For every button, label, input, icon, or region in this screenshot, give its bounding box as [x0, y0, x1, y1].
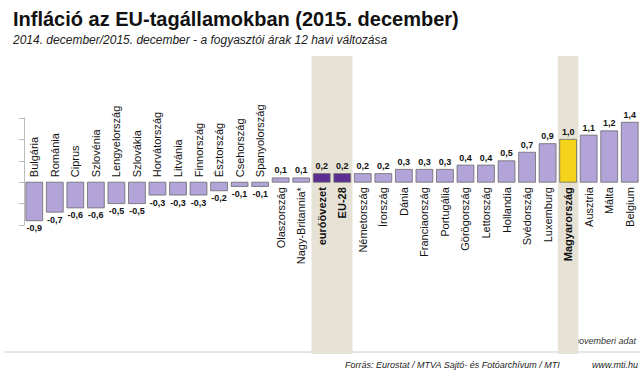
svg-text:1,2: 1,2	[603, 118, 616, 128]
svg-text:*novemberi adat: *novemberi adat	[570, 336, 636, 346]
svg-text:0,4: 0,4	[459, 153, 472, 163]
svg-text:-0,5: -0,5	[109, 206, 125, 216]
svg-text:Lengyelország: Lengyelország	[110, 106, 122, 178]
svg-text:-0,3: -0,3	[150, 198, 166, 208]
svg-text:-0,5: -0,5	[129, 206, 145, 216]
svg-text:-0,7: -0,7	[47, 215, 63, 225]
svg-text:0,9: 0,9	[541, 131, 554, 141]
svg-text:Infláció az EU-tagállamokban (: Infláció az EU-tagállamokban (2015. dece…	[13, 8, 459, 30]
svg-text:1,0: 1,0	[562, 127, 575, 137]
svg-text:0,7: 0,7	[521, 140, 534, 150]
svg-text:0,2: 0,2	[336, 161, 349, 171]
svg-text:Románia: Románia	[49, 132, 61, 177]
svg-text:Forrás: Eurostat / MTVA Sajtó-: Forrás: Eurostat / MTVA Sajtó- és Fotóar…	[345, 360, 560, 370]
svg-text:0,5: 0,5	[500, 148, 513, 158]
svg-text:0,2: 0,2	[377, 161, 390, 171]
svg-text:Málta: Málta	[603, 186, 615, 214]
svg-text:Nagy-Britannia*: Nagy-Britannia*	[295, 186, 307, 264]
svg-text:euróövezet: euróövezet	[316, 187, 328, 245]
svg-text:Írország: Írország	[377, 187, 389, 227]
svg-text:-0,1: -0,1	[232, 189, 248, 199]
svg-text:Finnország: Finnország	[193, 123, 205, 177]
svg-text:0,1: 0,1	[295, 165, 308, 175]
svg-text:-0,3: -0,3	[191, 198, 207, 208]
svg-text:Szlovákia: Szlovákia	[131, 129, 143, 177]
svg-text:Horvátország: Horvátország	[151, 112, 163, 177]
svg-text:0,1: 0,1	[274, 165, 287, 175]
svg-text:Bulgária: Bulgária	[28, 136, 40, 177]
svg-text:Csehország: Csehország	[234, 118, 246, 177]
svg-text:Németország: Németország	[357, 187, 369, 252]
svg-text:2014. december/2015. december: 2014. december/2015. december - a fogyas…	[12, 33, 388, 47]
svg-text:Ausztria: Ausztria	[583, 186, 595, 227]
svg-text:0,4: 0,4	[480, 153, 493, 163]
svg-text:Portugália: Portugália	[439, 186, 451, 236]
svg-text:-0,1: -0,1	[252, 189, 268, 199]
svg-text:Magyarország: Magyarország	[562, 187, 574, 261]
svg-text:0,3: 0,3	[439, 157, 452, 167]
svg-text:0,3: 0,3	[418, 157, 431, 167]
svg-text:Hollandia: Hollandia	[501, 186, 513, 233]
svg-text:Szlovénia: Szlovénia	[90, 129, 102, 178]
svg-text:Belgium: Belgium	[624, 187, 636, 227]
svg-text:-0,3: -0,3	[170, 198, 186, 208]
svg-text:0,2: 0,2	[315, 161, 328, 171]
svg-text:Franciaország: Franciaország	[418, 187, 430, 257]
svg-text:0,2: 0,2	[357, 161, 370, 171]
svg-text:-0,9: -0,9	[27, 223, 43, 233]
svg-text:Ciprus: Ciprus	[69, 145, 81, 177]
svg-text:Lettország: Lettország	[480, 187, 492, 238]
svg-text:www.mti.hu: www.mti.hu	[592, 360, 638, 370]
svg-text:1,4: 1,4	[623, 110, 636, 120]
svg-text:Dánia: Dánia	[398, 186, 410, 216]
svg-text:Spanyolország: Spanyolország	[254, 104, 266, 177]
svg-text:Görögország: Görögország	[459, 187, 471, 251]
svg-text:-0,2: -0,2	[211, 193, 227, 203]
svg-text:0,3: 0,3	[398, 157, 411, 167]
svg-text:-0,6: -0,6	[68, 210, 84, 220]
svg-text:Svédország: Svédország	[521, 187, 533, 245]
svg-text:-0,6: -0,6	[88, 210, 104, 220]
svg-text:Luxemburg: Luxemburg	[542, 187, 554, 242]
svg-text:1,1: 1,1	[582, 123, 595, 133]
svg-text:Litvánia: Litvánia	[172, 138, 184, 177]
svg-text:EU-28: EU-28	[336, 187, 348, 218]
svg-text:Észtország: Észtország	[213, 123, 225, 177]
svg-text:Olaszország: Olaszország	[275, 187, 287, 248]
